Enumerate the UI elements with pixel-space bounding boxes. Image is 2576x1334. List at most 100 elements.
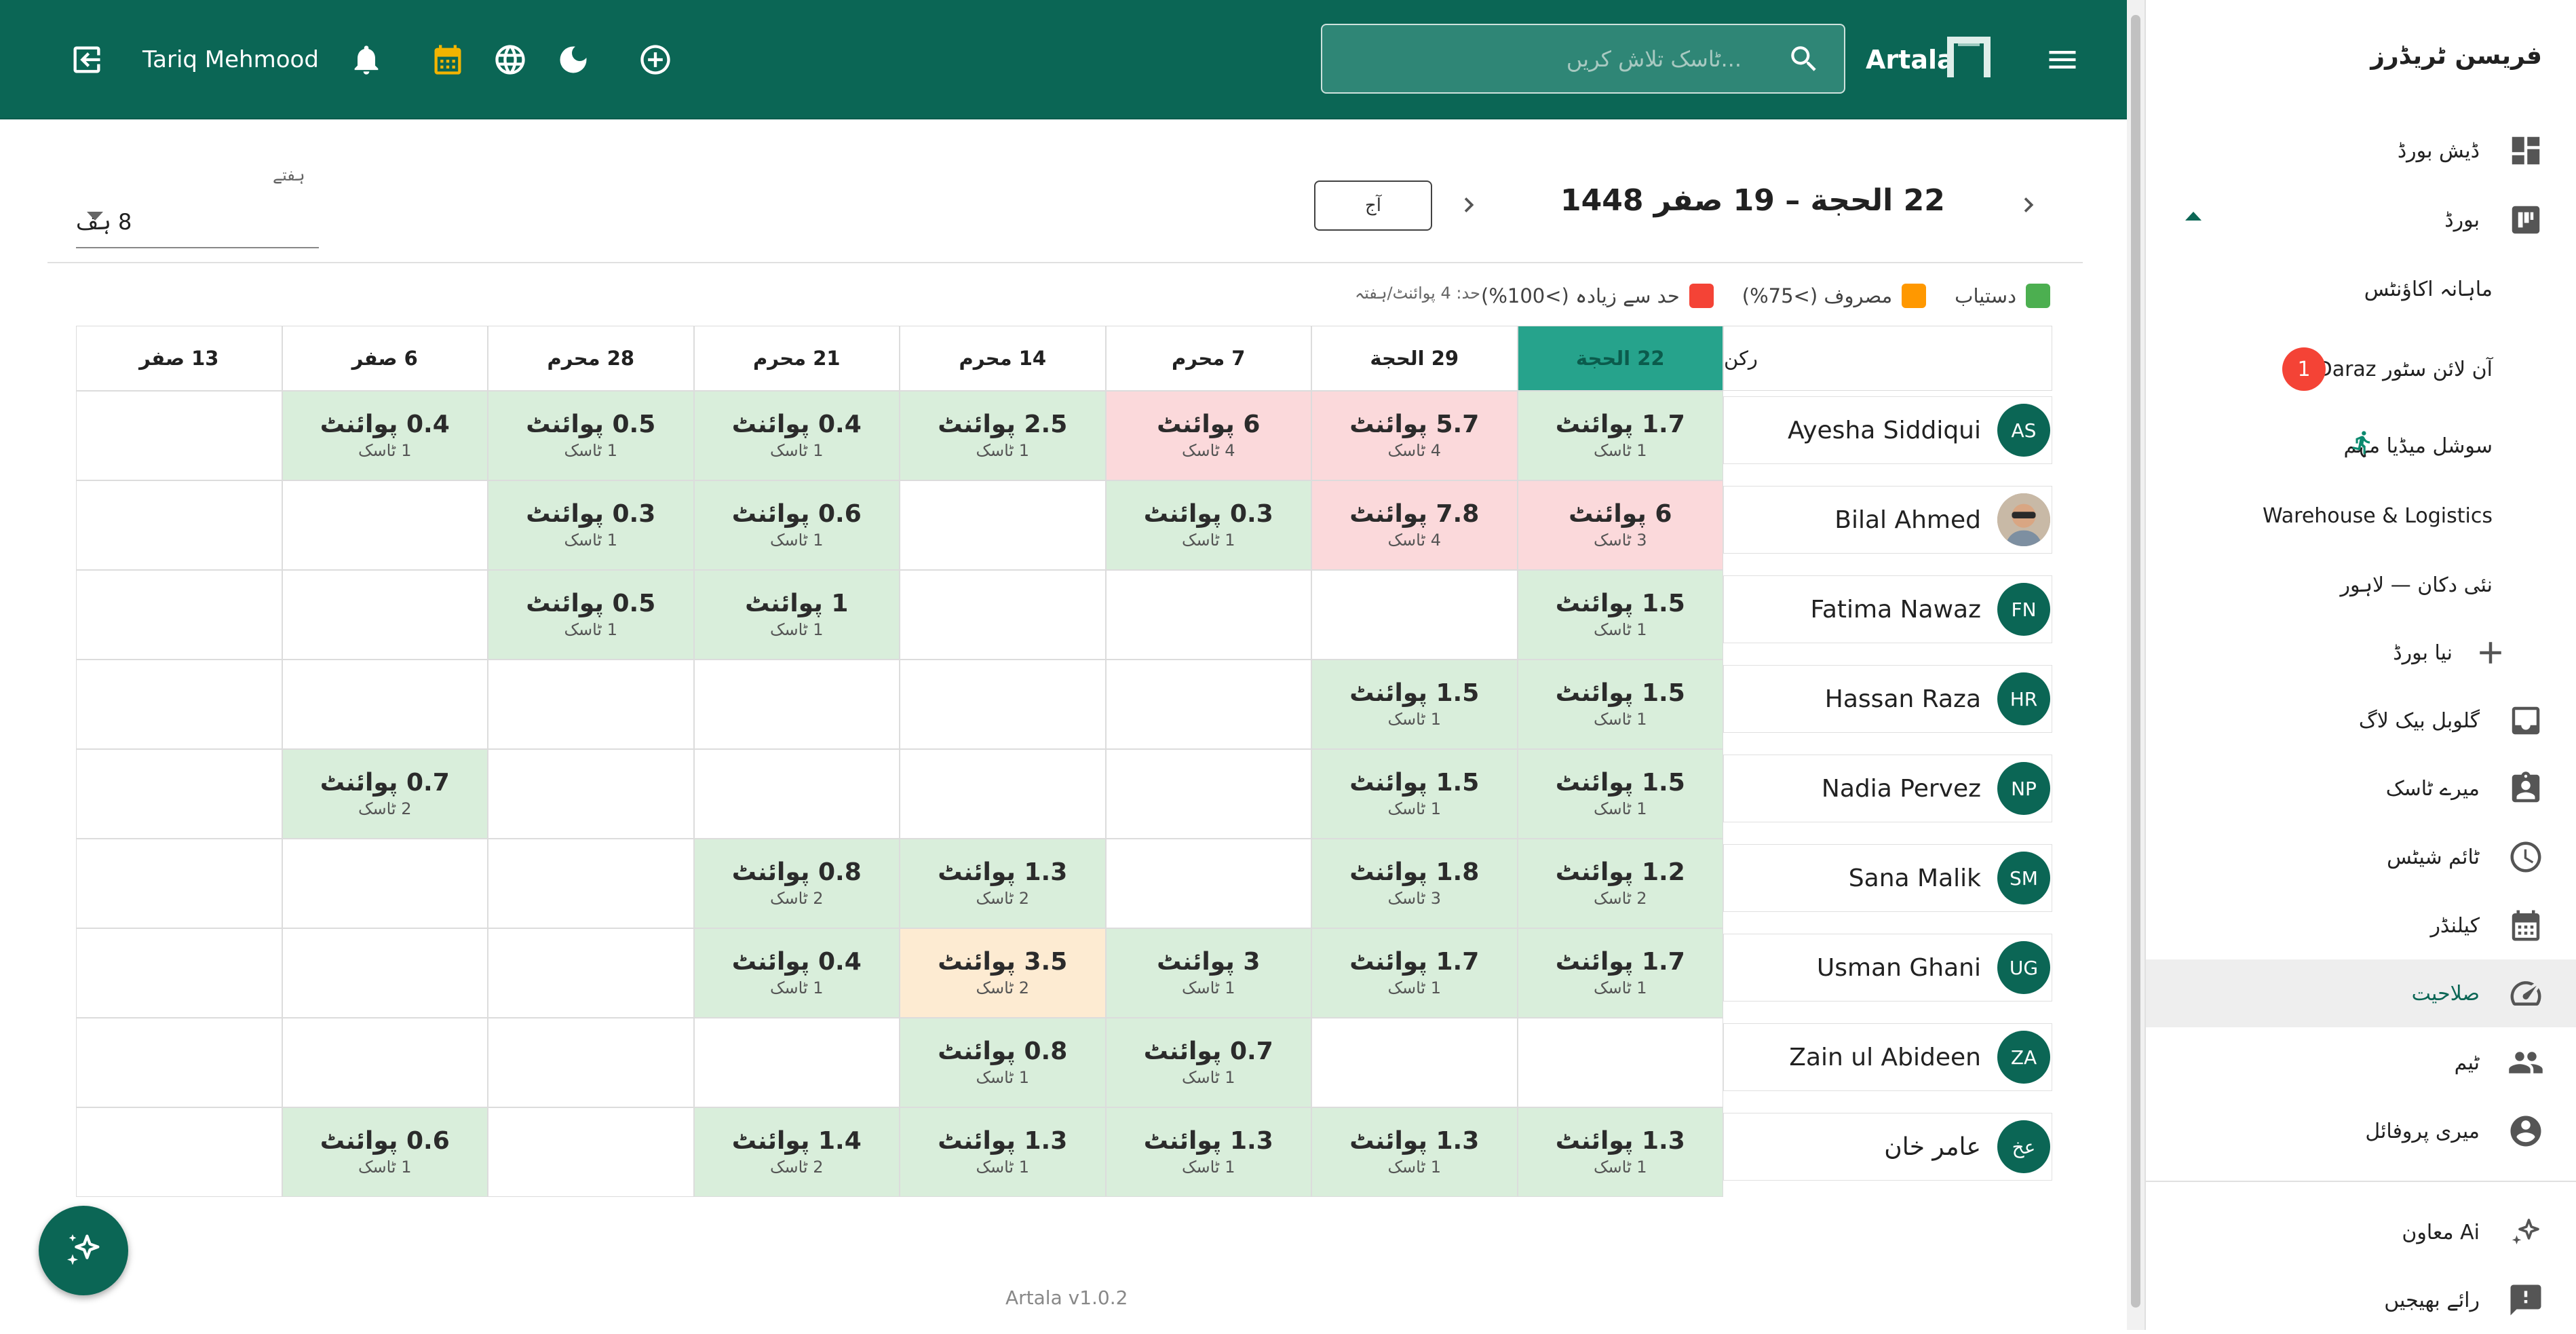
capacity-cell[interactable]: 1.8 پوائنٹ 3 ٹاسک: [1311, 839, 1518, 928]
scrollbar-thumb[interactable]: [2131, 15, 2140, 1308]
capacity-cell[interactable]: 0.4 پوائنٹ 1 ٹاسک: [282, 391, 488, 480]
week-column-header: 14 محرم: [900, 326, 1106, 391]
today-button[interactable]: آج: [1314, 180, 1432, 231]
capacity-cell[interactable]: 0.5 پوائنٹ 1 ٹاسک: [488, 570, 694, 660]
task-count: 2 ٹاسک: [1594, 889, 1647, 908]
capacity-cell[interactable]: 0.7 پوائنٹ 2 ٹاسک: [282, 749, 488, 839]
menu-icon[interactable]: [2042, 0, 2083, 119]
nav-my-profile[interactable]: میری پروفائل: [2146, 1097, 2576, 1165]
capacity-cell[interactable]: 1.5 پوائنٹ 1 ٹاسک: [1517, 749, 1723, 839]
capacity-cell[interactable]: 1.7 پوائنٹ 1 ٹاسک: [1517, 391, 1723, 480]
capacity-cell[interactable]: 1.5 پوائنٹ 1 ٹاسک: [1517, 570, 1723, 660]
nav-timesheets[interactable]: ٹائم شیٹس: [2146, 823, 2576, 891]
nav-calendar-label: کیلنڈر: [2430, 913, 2480, 938]
globe-icon[interactable]: [490, 0, 531, 119]
nav-calendar[interactable]: کیلنڈر: [2146, 892, 2576, 959]
nav-team[interactable]: ٹیم: [2146, 1029, 2576, 1097]
search-icon[interactable]: [1787, 42, 1821, 76]
dark-mode-icon[interactable]: [553, 0, 594, 119]
add-circle-icon[interactable]: [635, 0, 676, 119]
member-row-header[interactable]: Fatima Nawaz FN: [1723, 575, 2052, 643]
points-value: 1.7 پوائنٹ: [1349, 948, 1480, 976]
capacity-cell: [693, 1018, 900, 1107]
member-row-header[interactable]: Sana Malik SM: [1723, 844, 2052, 912]
capacity-cell[interactable]: 1.5 پوائنٹ 1 ٹاسک: [1517, 660, 1723, 749]
capacity-cell[interactable]: 1.4 پوائنٹ 2 ٹاسک: [693, 1107, 900, 1197]
task-count: 1 ٹاسک: [976, 441, 1030, 460]
nav-ai-assistant[interactable]: Ai معاون: [2146, 1198, 2576, 1266]
capacity-cell[interactable]: 0.4 پوائنٹ 1 ٹاسک: [693, 928, 900, 1018]
capacity-cell: [76, 928, 282, 1018]
member-name: Sana Malik: [1848, 864, 1981, 892]
points-value: 1.8 پوائنٹ: [1349, 858, 1480, 886]
points-value: 0.4 پوائنٹ: [731, 948, 862, 976]
logout-icon[interactable]: [66, 0, 107, 119]
capacity-cell[interactable]: 1.7 پوائنٹ 1 ٹاسک: [1311, 928, 1518, 1018]
capacity-cell[interactable]: 1.2 پوائنٹ 2 ٹاسک: [1517, 839, 1723, 928]
capacity-cell[interactable]: 0.6 پوائنٹ 1 ٹاسک: [282, 1107, 488, 1197]
capacity-cell[interactable]: 0.8 پوائنٹ 1 ٹاسک: [900, 1018, 1106, 1107]
dropdown-arrow-icon[interactable]: [87, 212, 103, 221]
scrollbar[interactable]: [2127, 0, 2145, 1330]
ai-assistant-fab[interactable]: [39, 1206, 128, 1295]
nav-drawer: فریسن ٹریڈرز ڈیش بورڈ بورڈ ماہانہ اکاؤنٹ…: [2145, 0, 2576, 1330]
member-row-header[interactable]: عامر خان عخ: [1723, 1113, 2052, 1181]
capacity-cell[interactable]: 6 پوائنٹ 4 ٹاسک: [1105, 391, 1311, 480]
member-row-header[interactable]: Ayesha Siddiqui AS: [1723, 396, 2052, 464]
nav-capacity[interactable]: صلاحیت: [2146, 959, 2576, 1027]
points-value: 1.5 پوائنٹ: [1555, 769, 1685, 797]
next-range-button[interactable]: [1448, 185, 1489, 225]
nav-global-backlog[interactable]: گلوبل بیک لاگ: [2146, 687, 2576, 755]
capacity-cell[interactable]: 1.5 پوائنٹ 1 ٹاسک: [1311, 660, 1518, 749]
capacity-cell[interactable]: 7.8 پوائنٹ 4 ٹاسک: [1311, 480, 1518, 570]
capacity-cell[interactable]: 1 پوائنٹ 1 ٹاسک: [693, 570, 900, 660]
capacity-cell[interactable]: 0.6 پوائنٹ 1 ٹاسک: [693, 480, 900, 570]
notifications-icon[interactable]: [346, 0, 387, 119]
capacity-cell: [900, 480, 1106, 570]
new-board-button[interactable]: نیا بورڈ: [2146, 619, 2576, 687]
capacity-cell[interactable]: 1.3 پوائنٹ 1 ٹاسک: [1105, 1107, 1311, 1197]
capacity-cell[interactable]: 1.3 پوائنٹ 1 ٹاسک: [900, 1107, 1106, 1197]
capacity-cell[interactable]: 3.5 پوائنٹ 2 ٹاسک: [900, 928, 1106, 1018]
nav-dashboard[interactable]: ڈیش بورڈ: [2146, 117, 2576, 185]
board-new-shop[interactable]: نئی دکان — لاہور: [2146, 551, 2576, 619]
capacity-cell[interactable]: 2.5 پوائنٹ 1 ٹاسک: [900, 391, 1106, 480]
capacity-cell[interactable]: 1.3 پوائنٹ 1 ٹاسک: [1311, 1107, 1518, 1197]
points-value: 1.3 پوائنٹ: [1143, 1127, 1273, 1155]
member-row-header[interactable]: Hassan Raza HR: [1723, 665, 2052, 733]
member-row-header[interactable]: Zain ul Abideen ZA: [1723, 1023, 2052, 1091]
capacity-cell[interactable]: 1.5 پوائنٹ 1 ٹاسک: [1311, 749, 1518, 839]
board-daraz-store[interactable]: آن لائن سٹور Daraz 1: [2146, 335, 2576, 403]
capacity-cell[interactable]: 0.8 پوائنٹ 2 ٹاسک: [693, 839, 900, 928]
capacity-cell[interactable]: 3 پوائنٹ 1 ٹاسک: [1105, 928, 1311, 1018]
capacity-cell[interactable]: 1.3 پوائنٹ 2 ٹاسک: [900, 839, 1106, 928]
board-social-media[interactable]: سوشل میڈیا مہم: [2146, 412, 2576, 480]
search-box[interactable]: [1321, 24, 1845, 94]
capacity-cell[interactable]: 6 پوائنٹ 3 ٹاسک: [1517, 480, 1723, 570]
capacity-cell[interactable]: 1.3 پوائنٹ 1 ٹاسک: [1517, 1107, 1723, 1197]
collapse-arrow-icon[interactable]: [2185, 212, 2202, 221]
board-warehouse[interactable]: Warehouse & Logistics: [2146, 482, 2576, 550]
member-row-header[interactable]: Usman Ghani UG: [1723, 934, 2052, 1002]
capacity-cell[interactable]: 0.3 پوائنٹ 1 ٹاسک: [488, 480, 694, 570]
previous-range-button[interactable]: [2008, 185, 2049, 225]
week-column-header: 13 صفر: [76, 326, 282, 391]
weeks-select[interactable]: 8 ہف: [76, 197, 319, 248]
capacity-cell[interactable]: 5.7 پوائنٹ 4 ٹاسک: [1311, 391, 1518, 480]
username[interactable]: Tariq Mehmood: [142, 46, 319, 73]
nav-feedback[interactable]: رائے بھیجیں: [2146, 1266, 2576, 1334]
capacity-cell[interactable]: 1.7 پوائنٹ 1 ٹاسک: [1517, 928, 1723, 1018]
nav-my-tasks[interactable]: میرے ٹاسک: [2146, 755, 2576, 822]
member-row-header[interactable]: Bilal Ahmed: [1723, 486, 2052, 554]
capacity-cell[interactable]: 0.3 پوائنٹ 1 ٹاسک: [1105, 480, 1311, 570]
capacity-cell[interactable]: 0.5 پوائنٹ 1 ٹاسک: [488, 391, 694, 480]
organization-name: فریسن ٹریڈرز: [2370, 42, 2542, 70]
capacity-cell: [488, 839, 694, 928]
calendar-icon[interactable]: [427, 0, 468, 119]
board-monthly-accounts[interactable]: ماہانہ اکاؤنٹس: [2146, 255, 2576, 323]
capacity-cell[interactable]: 0.4 پوائنٹ 1 ٹاسک: [693, 391, 900, 480]
search-input[interactable]: [1336, 39, 1743, 79]
capacity-cell[interactable]: 0.7 پوائنٹ 1 ٹاسک: [1105, 1018, 1311, 1107]
member-row-header[interactable]: Nadia Pervez NP: [1723, 755, 2052, 822]
nav-boards[interactable]: بورڈ: [2146, 186, 2576, 254]
